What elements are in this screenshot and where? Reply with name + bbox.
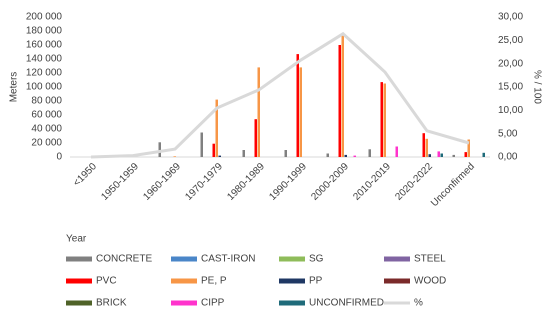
legend-swatch [384, 278, 410, 284]
legend-label: CAST-IRON [201, 254, 255, 265]
y2-tick-label: 25,00 [498, 35, 523, 46]
bar [341, 34, 344, 157]
x-tick-label: 1990-1999 [267, 161, 309, 203]
x-tick-label: 1960-1969 [141, 161, 183, 203]
bar [344, 154, 347, 157]
y-tick-label: 200 000 [26, 12, 63, 23]
legend-swatch [279, 300, 305, 306]
y2-tick-label: 5,00 [498, 128, 518, 139]
legend-label: CONCRETE [96, 254, 152, 265]
y-tick-label: 160 000 [26, 40, 63, 51]
legend-swatch [384, 256, 410, 262]
bar [326, 153, 329, 157]
bar [299, 67, 302, 157]
legend-swatch [171, 256, 197, 262]
y-tick-label: 60 000 [31, 110, 62, 121]
x-tick-label: <1950 [71, 161, 99, 189]
bar [284, 150, 287, 157]
bar [428, 154, 431, 157]
bar [368, 149, 371, 157]
legend-swatch [171, 300, 197, 306]
y2-axis-title: % / 100 [531, 70, 542, 104]
legend-swatch [66, 300, 92, 306]
bar [464, 152, 467, 157]
bar [242, 150, 245, 157]
bar [338, 45, 341, 157]
x-tick-label: 2010-2019 [351, 161, 393, 203]
y-axis-title: Meters [9, 72, 20, 103]
bar [380, 82, 383, 157]
y2-tick-label: 30,00 [498, 12, 523, 23]
legend-label: UNCONFIRMED [309, 298, 384, 309]
legend-label: BRICK [96, 298, 127, 309]
bar [215, 99, 218, 157]
bar [383, 83, 386, 157]
bar [395, 146, 398, 157]
legend-swatch [279, 278, 305, 284]
y-tick-label: 40 000 [31, 124, 62, 135]
x-tick-label: 1980-1989 [225, 161, 267, 203]
legend-label: CIPP [201, 298, 225, 309]
legend-label: STEEL [414, 254, 446, 265]
legend-label: % [414, 298, 423, 309]
legend-label: PP [309, 276, 323, 287]
bar [353, 155, 356, 157]
y-tick-label: 80 000 [31, 96, 62, 107]
legend-label: PE, P [201, 276, 227, 287]
y-tick-label: 20 000 [31, 138, 62, 149]
bar [467, 139, 470, 157]
legend-swatch [279, 256, 305, 262]
legend-label: SG [309, 254, 324, 265]
legend-label: WOOD [414, 276, 446, 287]
legend-swatch [171, 278, 197, 284]
x-tick-label: 2000-2009 [309, 161, 351, 203]
bar [212, 143, 215, 157]
x-tick-label: 1970-1979 [183, 161, 225, 203]
bar [173, 156, 176, 157]
bar [254, 119, 257, 157]
legend-swatch [66, 278, 92, 284]
bar [452, 154, 455, 157]
bar [437, 151, 440, 157]
bar [296, 54, 299, 157]
y-tick-label: 140 000 [26, 54, 63, 65]
bar [440, 153, 443, 157]
x-tick-label: 1950-1959 [99, 161, 141, 203]
y2-tick-label: 0,00 [498, 152, 518, 163]
bar [218, 155, 221, 157]
bar [482, 152, 485, 157]
bar [200, 132, 203, 157]
x-tick-label: Unconfirmed [429, 161, 477, 209]
y2-tick-label: 15,00 [498, 82, 523, 93]
y-tick-label: 0 [56, 152, 62, 163]
x-axis-title: Year [66, 234, 87, 245]
bar [158, 142, 161, 157]
legend-swatch [66, 256, 92, 262]
line-series [90, 31, 470, 159]
y-tick-label: 120 000 [26, 68, 63, 79]
legend-label: PVC [96, 276, 117, 287]
y2-tick-label: 10,00 [498, 105, 523, 116]
y-tick-label: 100 000 [26, 82, 63, 93]
bar [422, 133, 425, 157]
bar [425, 138, 428, 157]
x-tick-label: 2020-2022 [393, 161, 435, 203]
bar [257, 67, 260, 157]
y-tick-label: 180 000 [26, 26, 63, 37]
y2-tick-label: 20,00 [498, 58, 523, 69]
